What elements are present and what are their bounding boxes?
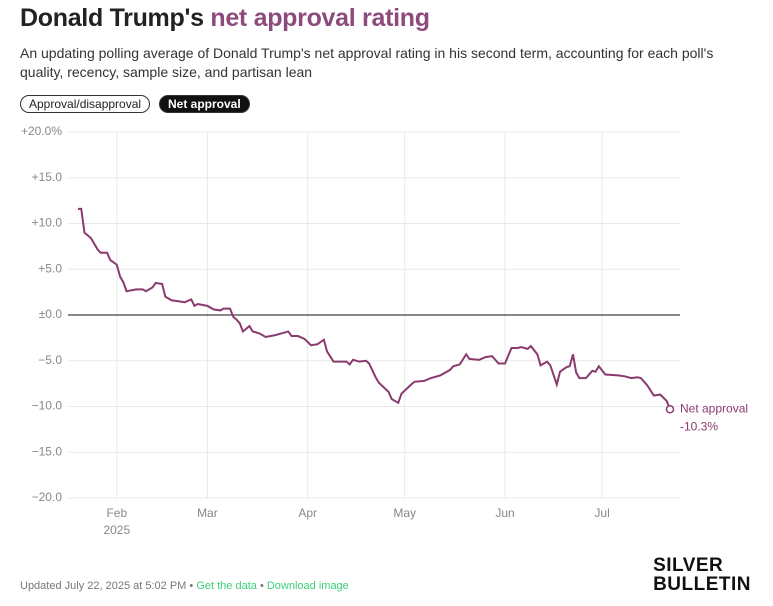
end-value-label: -10.3% [680, 419, 718, 433]
y-tick-label: +15.0 [32, 170, 63, 184]
toggle-button[interactable]: Net approval [159, 95, 250, 113]
y-tick-label: +5.0 [38, 261, 62, 275]
x-tick-label: Mar [197, 506, 218, 520]
x-tick-label: Feb [106, 506, 127, 520]
updated: Updated July 22, 2025 at 5:02 PM [20, 580, 187, 592]
footer: Updated July 22, 2025 at 5:02 PM • Get t… [20, 580, 349, 592]
logo-line: SILVER [653, 555, 724, 576]
x-tick-label: May [393, 506, 416, 520]
logo-line: BULLETIN [653, 574, 751, 595]
y-tick-label: −20.0 [32, 490, 63, 504]
y-tick-label: +20.0% [21, 124, 62, 138]
link[interactable]: Get the data [196, 580, 257, 592]
title-text: Donald Trump's [20, 4, 211, 32]
chart: +20.0% +15.0 +10.0 +5.0 ±0.0 −5.0 −10.0 −15.0 −2… [21, 124, 748, 537]
separator: • [189, 580, 194, 592]
end-point [665, 404, 675, 414]
year-label: 2025 [103, 523, 130, 537]
subtitle: An updating polling average of Donald Tr… [20, 45, 714, 80]
y-tick-label: −5.0 [38, 353, 62, 367]
series-label: Net approval [680, 401, 748, 415]
y-tick-label: −15.0 [32, 444, 63, 458]
separator: • [259, 580, 264, 592]
title-highlight: net approval rating [210, 4, 430, 32]
y-tick-label: −10.0 [32, 399, 63, 413]
y-tick-label: +10.0 [32, 216, 63, 230]
line [78, 207, 671, 410]
y-tick-label: ±0.0 [39, 307, 63, 321]
title: Donald Trump's net approval rating [20, 4, 430, 33]
x-tick-label: Apr [298, 506, 317, 520]
link[interactable]: Download image [266, 580, 349, 592]
toggle-button[interactable]: Approval/disapproval [20, 95, 151, 113]
x-tick-label: Jun [495, 506, 514, 520]
logo: SILVER BULLETIN [653, 556, 751, 594]
x-tick-label: Jul [594, 506, 609, 520]
